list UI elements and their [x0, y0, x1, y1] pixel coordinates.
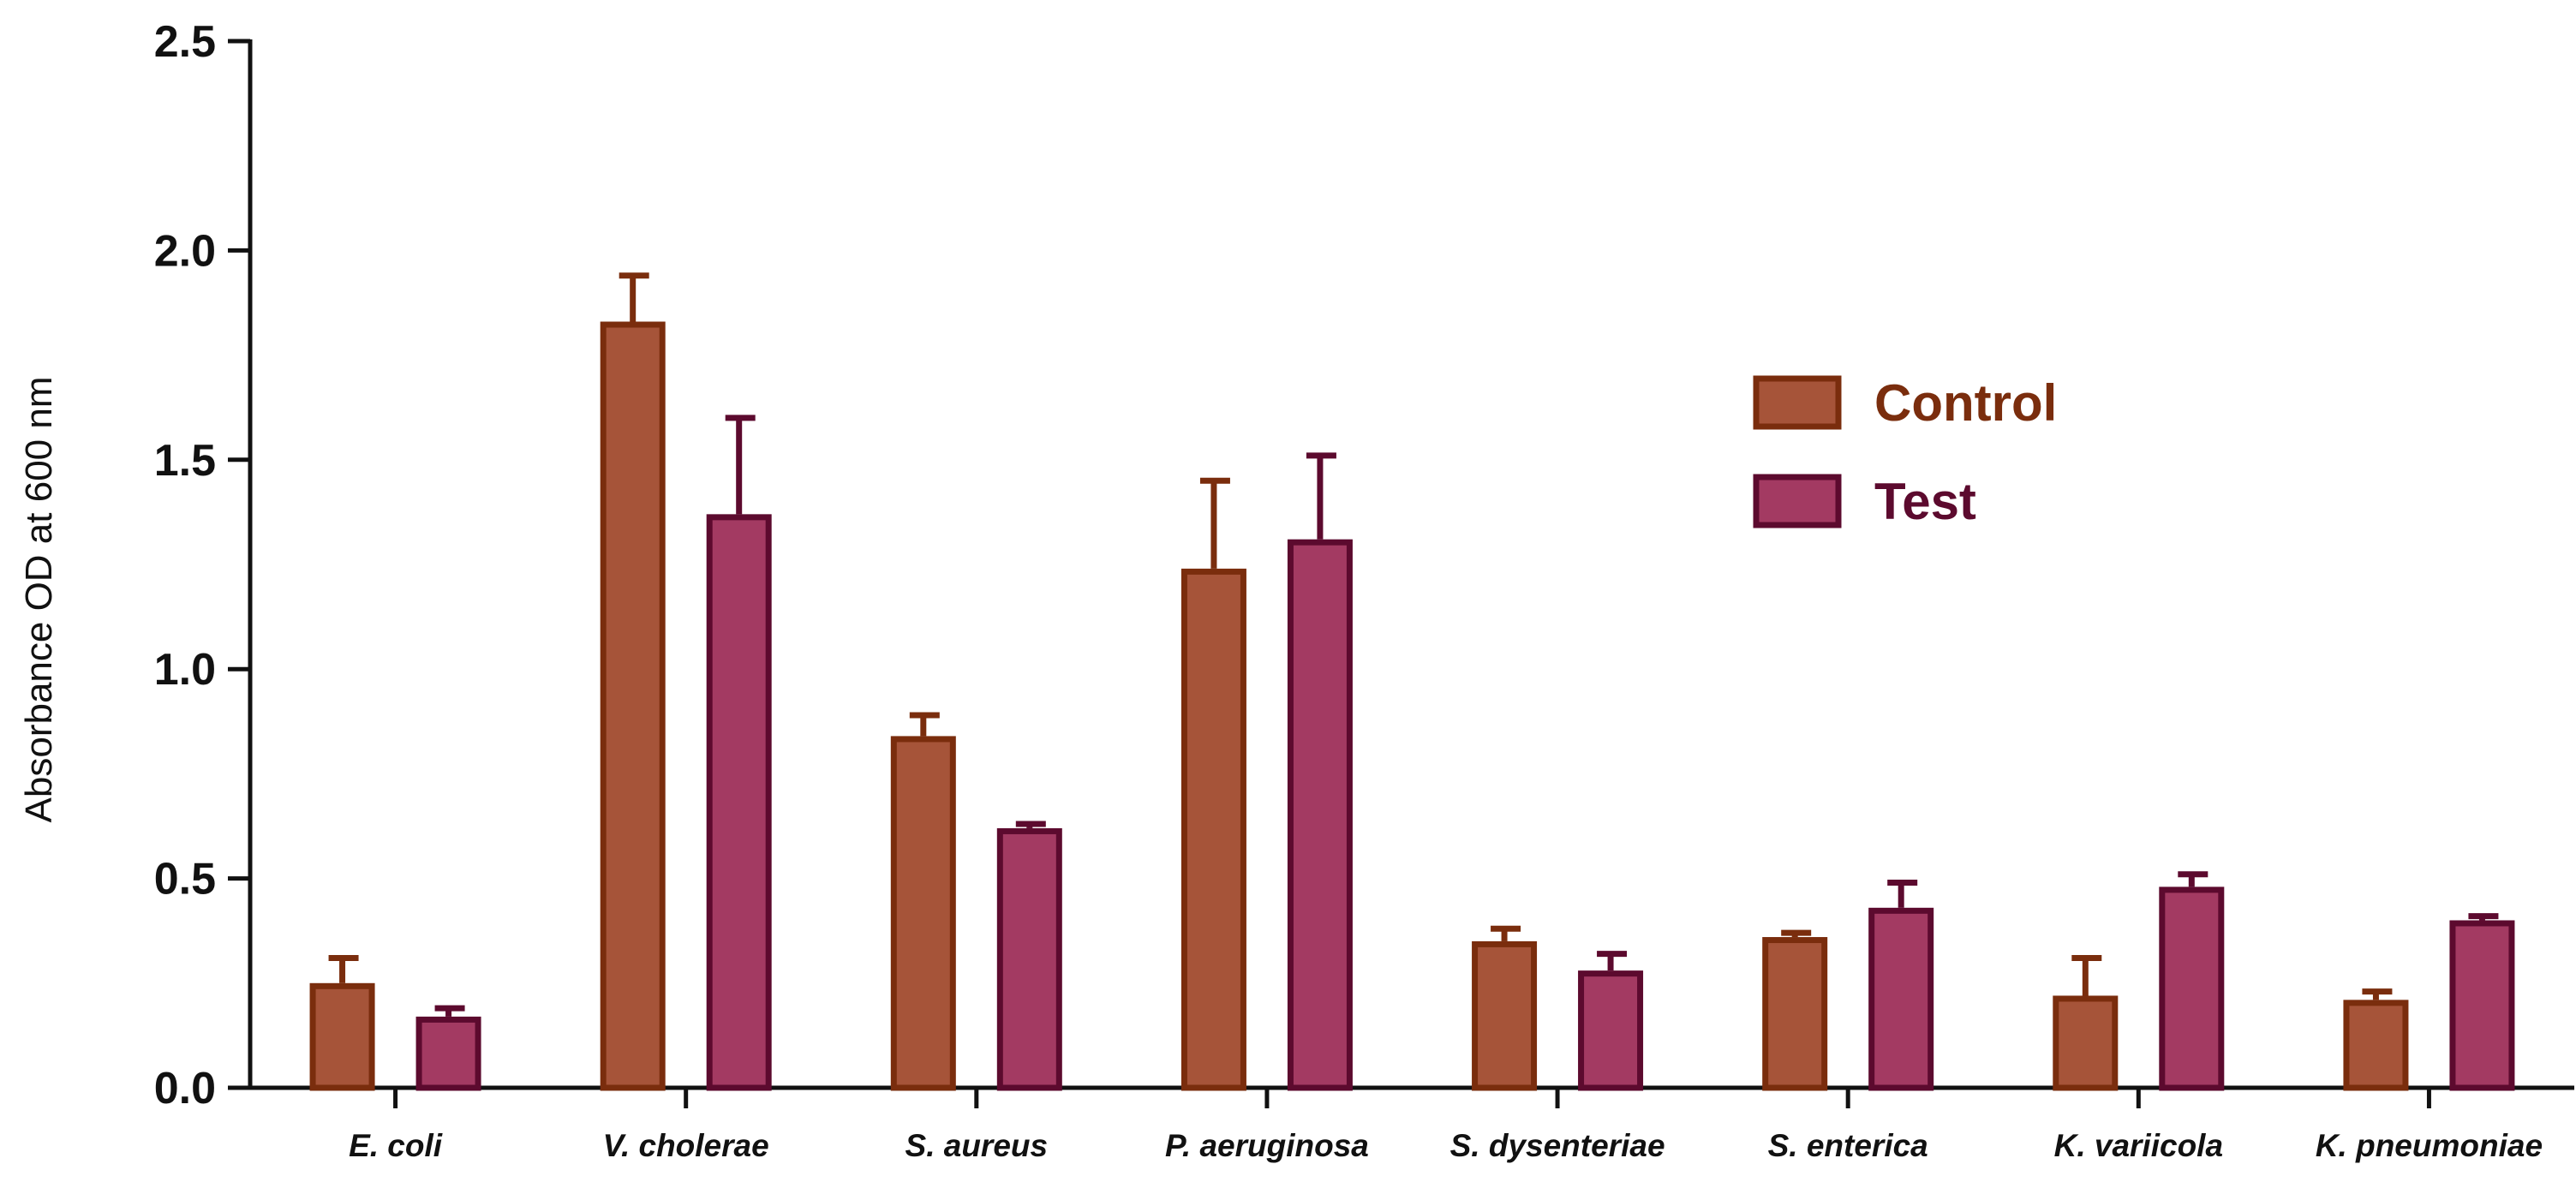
bars	[309, 272, 2515, 1091]
x-tick-label: E. coli	[349, 1128, 443, 1163]
bar-control	[1472, 940, 1538, 1091]
x-tick-label: K. variicola	[2054, 1128, 2223, 1163]
legend: Control Test	[1753, 374, 2057, 530]
x-tick-label: S. aureus	[905, 1128, 1049, 1163]
bar-test	[1287, 539, 1353, 1091]
bar-test	[415, 1016, 481, 1091]
x-tick-label: S. enterica	[1768, 1128, 1928, 1163]
bar-control	[890, 736, 956, 1091]
x-tick-label: P. aeruginosa	[1165, 1128, 1369, 1163]
bar-control	[309, 982, 375, 1091]
legend-label-test: Test	[1874, 473, 1976, 530]
legend-swatch-test	[1753, 474, 1842, 528]
axes: 0.0 0.5 1.0 1.5 2.0 2.5 E. coli V. cholerae S. a…	[154, 17, 2574, 1163]
y-tick-label: 1.0	[154, 645, 216, 695]
bar-control	[2343, 1000, 2409, 1091]
bar-control	[600, 321, 666, 1091]
bar-test	[996, 827, 1062, 1091]
y-tick-label: 2.5	[154, 17, 216, 67]
bar-control	[1180, 568, 1246, 1091]
bar-test	[2449, 920, 2515, 1091]
bar-control	[2053, 995, 2119, 1091]
legend-swatch-control	[1753, 375, 1842, 430]
x-tick-label: S. dysenteriae	[1450, 1128, 1665, 1163]
y-tick-label: 2.0	[154, 226, 216, 276]
y-tick-label: 0.5	[154, 855, 216, 904]
bar-test	[706, 514, 772, 1091]
y-tick-label: 1.5	[154, 436, 216, 486]
bar-test	[2159, 886, 2225, 1091]
x-tick-label: K. pneumoniae	[2316, 1128, 2543, 1163]
y-tick-label: 0.0	[154, 1064, 216, 1113]
legend-label-control: Control	[1874, 374, 2057, 432]
y-axis-label: Absorbance OD at 600 nm	[18, 377, 60, 823]
bar-test	[1578, 970, 1644, 1091]
x-tick-label: V. cholerae	[603, 1128, 769, 1163]
bar-control	[1762, 937, 1828, 1091]
bar-test	[1868, 907, 1934, 1091]
